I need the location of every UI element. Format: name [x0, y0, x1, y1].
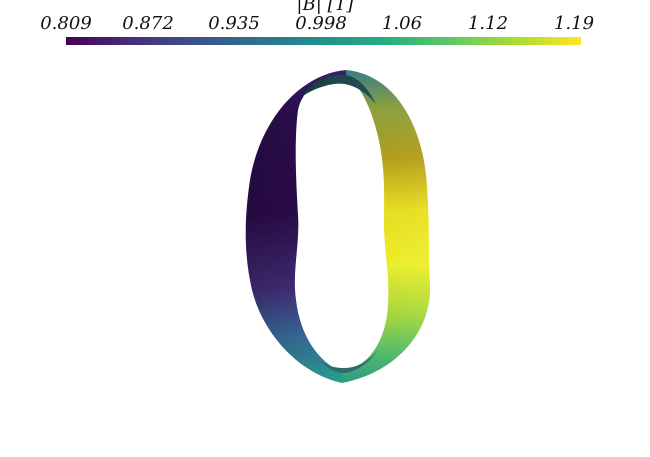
- colorbar-title: |B| [T]: [296, 0, 354, 15]
- colorbar-tick-label: 0.935: [208, 13, 260, 34]
- colorbar-tick-label: 1.06: [381, 13, 423, 34]
- colorbar-gradient: [66, 37, 581, 45]
- colorbar-tick-label: 1.12: [467, 13, 509, 34]
- colorbar-tick-label: 1.19: [553, 13, 595, 34]
- ring-shading: [245, 70, 431, 383]
- colorbar-tick-label: 0.809: [40, 13, 92, 34]
- colorbar-tick-label: 0.998: [295, 13, 347, 34]
- colorbar-tick-label: 0.872: [122, 13, 174, 34]
- colorbar-tick-labels: 0.809 0.872 0.935 0.998 1.06 1.12 1.19: [0, 13, 650, 35]
